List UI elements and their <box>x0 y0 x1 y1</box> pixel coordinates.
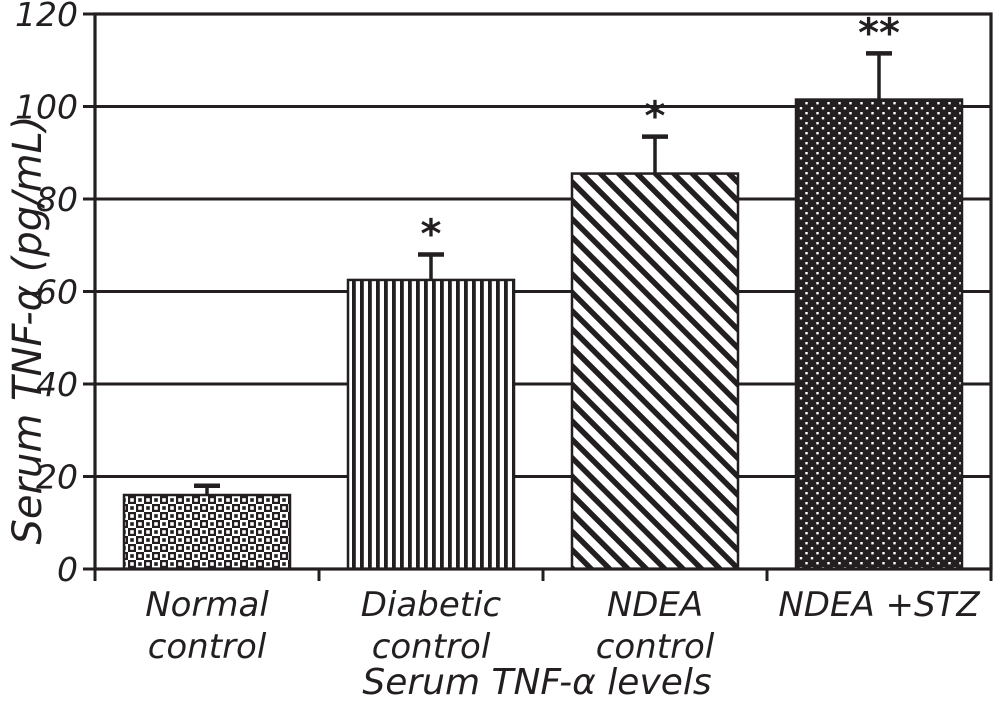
significance-label: * <box>645 94 666 140</box>
category-label: NDEA <box>607 585 703 625</box>
significance-label: ** <box>858 10 900 56</box>
y-tick-label: 120 <box>15 0 78 34</box>
category-label: Normal <box>145 585 269 625</box>
y-tick-label: 0 <box>57 550 78 589</box>
category-label: control <box>596 627 715 667</box>
y-tick-label: 60 <box>36 273 78 312</box>
category-label: control <box>372 627 491 667</box>
bar <box>794 98 964 571</box>
bar <box>570 172 740 571</box>
bar <box>346 278 516 571</box>
category-label: Diabetic <box>361 585 502 625</box>
category-label: NDEA +STZ <box>778 585 980 625</box>
y-tick-label: 100 <box>15 88 78 127</box>
category-label: control <box>148 627 267 667</box>
significance-label: * <box>421 212 442 258</box>
y-tick-label: 20 <box>36 458 78 497</box>
y-tick-label: 80 <box>36 180 78 219</box>
y-axis-title: Serum TNF-α (pg/mL) <box>5 115 51 545</box>
bar <box>122 493 292 571</box>
y-tick-label: 40 <box>36 365 78 404</box>
x-axis-title: Serum TNF-α levels <box>362 662 712 703</box>
